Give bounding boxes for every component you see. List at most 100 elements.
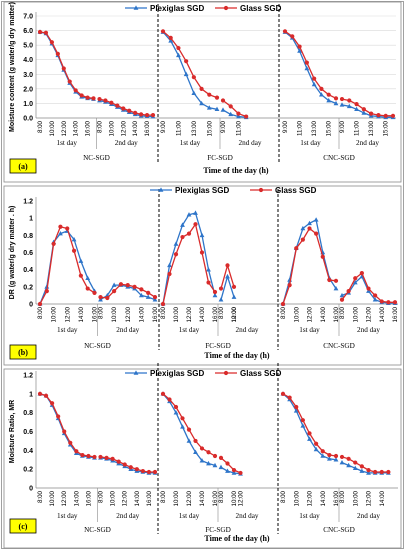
- plexiglas-marker: [326, 97, 332, 103]
- glass-marker: [206, 280, 211, 285]
- glass-marker: [140, 468, 145, 474]
- plexiglas-marker: [214, 106, 220, 112]
- legend: Plexiglas SGD Glass SGD: [125, 4, 282, 13]
- glass-marker: [152, 295, 158, 300]
- plexiglas-marker: [206, 460, 211, 466]
- day-label: 1st day: [300, 139, 321, 147]
- x-tick-label: 16:00: [92, 306, 99, 322]
- glass-marker: [112, 289, 117, 294]
- legend-plexiglas-label: Plexiglas SGD: [150, 369, 204, 378]
- plexiglas-marker: [225, 273, 230, 279]
- glass-marker: [304, 60, 309, 65]
- glass-marker: [287, 395, 292, 400]
- legend-glass-label: Glass SGD: [240, 4, 282, 13]
- glass-marker: [104, 455, 109, 460]
- x-tick-label: 14:00: [199, 306, 206, 322]
- glass-marker: [128, 465, 133, 470]
- glass-marker: [228, 104, 233, 109]
- glass-marker: [238, 470, 243, 476]
- x-tick-label: 16:00: [85, 120, 92, 136]
- day-label: 2nd day: [239, 139, 262, 147]
- x-tick-label: 12:00: [61, 490, 68, 506]
- glass-marker: [359, 464, 364, 469]
- plexiglas-marker: [193, 210, 198, 215]
- glass-marker: [65, 226, 70, 231]
- panel-label: (c): [19, 522, 28, 531]
- plexiglas-marker: [352, 279, 358, 285]
- glass-marker: [80, 452, 85, 458]
- plexiglas-line: [99, 99, 154, 118]
- glass-marker: [353, 276, 358, 281]
- y-axis-label: DR (g water/g dry matter . h): [9, 206, 16, 300]
- x-tick-label: 14:00: [132, 120, 139, 136]
- glass-marker: [231, 468, 237, 473]
- plexiglas-marker: [326, 456, 332, 461]
- glass-marker: [327, 452, 332, 458]
- plexiglas-marker: [111, 282, 117, 287]
- x-tick-label: 12:00: [64, 306, 71, 322]
- plexiglas-line: [284, 31, 337, 105]
- legend: Plexiglas SGD Glass SGD: [125, 369, 282, 378]
- glass-marker: [244, 114, 249, 119]
- plexiglas-marker: [333, 457, 339, 462]
- x-tick-label: 16:00: [85, 490, 92, 506]
- plexiglas-marker: [220, 107, 226, 112]
- glass-marker: [152, 469, 158, 475]
- panel-label: (a): [18, 162, 28, 171]
- glass-marker: [379, 469, 384, 475]
- x-tick-label: 8:00: [98, 490, 105, 503]
- group-label: NC-SGD: [83, 154, 110, 162]
- x-tick-label: 12:00: [122, 490, 129, 506]
- glass-marker: [186, 231, 192, 236]
- y-tick-label: 2.0: [23, 86, 33, 93]
- x-tick-label: 11:00: [354, 120, 361, 136]
- plexiglas-marker: [212, 462, 218, 468]
- x-tick-label: 16:00: [144, 120, 151, 136]
- y-tick-label: 0.8: [23, 233, 33, 240]
- day-label: 1st day: [179, 512, 200, 520]
- glass-marker: [199, 86, 204, 91]
- glass-marker: [346, 456, 351, 461]
- legend-plexiglas-label: Plexiglas SGD: [175, 186, 229, 195]
- glass-marker: [339, 96, 345, 102]
- y-tick-label: 0.2: [23, 284, 33, 291]
- glass-marker: [168, 35, 173, 40]
- day-label: 2nd day: [357, 512, 380, 520]
- glass-marker: [78, 273, 83, 278]
- day-label: 2nd day: [116, 326, 139, 334]
- x-tick-label: 8:00: [37, 306, 44, 319]
- glass-marker: [223, 370, 229, 376]
- panel-label-box: [9, 158, 37, 174]
- glass-line: [99, 98, 153, 116]
- glass-marker: [207, 92, 212, 97]
- x-tick-label: 14:00: [73, 490, 80, 506]
- glass-marker: [231, 284, 237, 289]
- y-tick-label: 0.4: [23, 448, 33, 455]
- x-tick-label: 10:00: [231, 306, 238, 322]
- glass-marker: [280, 301, 286, 307]
- glass-line: [39, 31, 94, 99]
- glass-marker: [74, 449, 79, 454]
- plexiglas-marker: [304, 65, 310, 71]
- x-tick-label: 12:00: [231, 306, 238, 322]
- panel-border: [3, 368, 402, 549]
- glass-marker: [373, 469, 378, 475]
- y-tick-label: 7.0: [23, 14, 33, 21]
- glass-marker: [333, 278, 339, 283]
- glass-marker: [383, 113, 388, 118]
- glass-marker: [146, 469, 152, 475]
- day-label: 2nd day: [356, 139, 379, 147]
- day-label: 1st day: [180, 139, 201, 147]
- day-label: 1st day: [299, 512, 320, 520]
- glass-marker: [62, 429, 67, 434]
- x-tick-label: 8:00: [280, 306, 287, 319]
- glass-marker: [125, 283, 130, 288]
- plexiglas-marker: [199, 100, 204, 106]
- glass-marker: [85, 95, 90, 100]
- glass-marker: [115, 103, 120, 108]
- glass-marker: [314, 441, 319, 446]
- x-tick-label: 10:00: [352, 306, 359, 322]
- glass-marker: [300, 418, 305, 423]
- glass-marker: [167, 397, 172, 402]
- plexiglas-marker: [138, 292, 144, 298]
